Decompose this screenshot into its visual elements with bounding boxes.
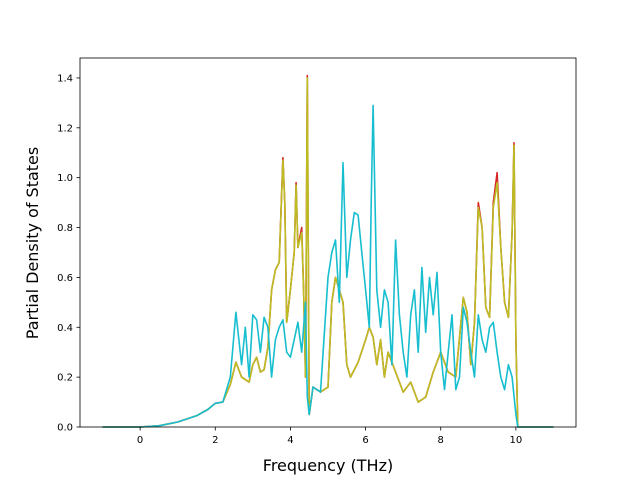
y-tick-label: 1.4	[57, 73, 73, 84]
x-tick-label: 0	[137, 435, 143, 446]
series-layer	[102, 74, 554, 428]
axes-layer: 0 2 4 6 8 10 0.0 0.2 0.4 0.6 0.8 1.0 1.2 1.4	[57, 57, 577, 446]
y-tick-label: 0.2	[57, 373, 73, 384]
series-line-3	[102, 104, 554, 428]
series-line-2	[102, 77, 554, 428]
x-tick-label: 8	[438, 435, 444, 446]
x-tick-label: 10	[510, 435, 523, 446]
x-tick-label: 2	[212, 435, 218, 446]
y-tick-label: 0.4	[57, 323, 73, 334]
y-axis-title: Partial Density of States	[23, 147, 42, 339]
y-tick-label: 1.0	[57, 173, 73, 184]
x-tick-label: 4	[287, 435, 293, 446]
y-tick-label: 1.2	[57, 123, 73, 134]
x-tick-label: 6	[362, 435, 368, 446]
y-tick-label: 0.8	[57, 223, 73, 234]
y-tick-label: 0.6	[57, 273, 73, 284]
x-axis-title: Frequency (THz)	[263, 456, 393, 475]
plot-frame	[79, 57, 577, 428]
y-tick-label: 0.0	[57, 423, 73, 434]
